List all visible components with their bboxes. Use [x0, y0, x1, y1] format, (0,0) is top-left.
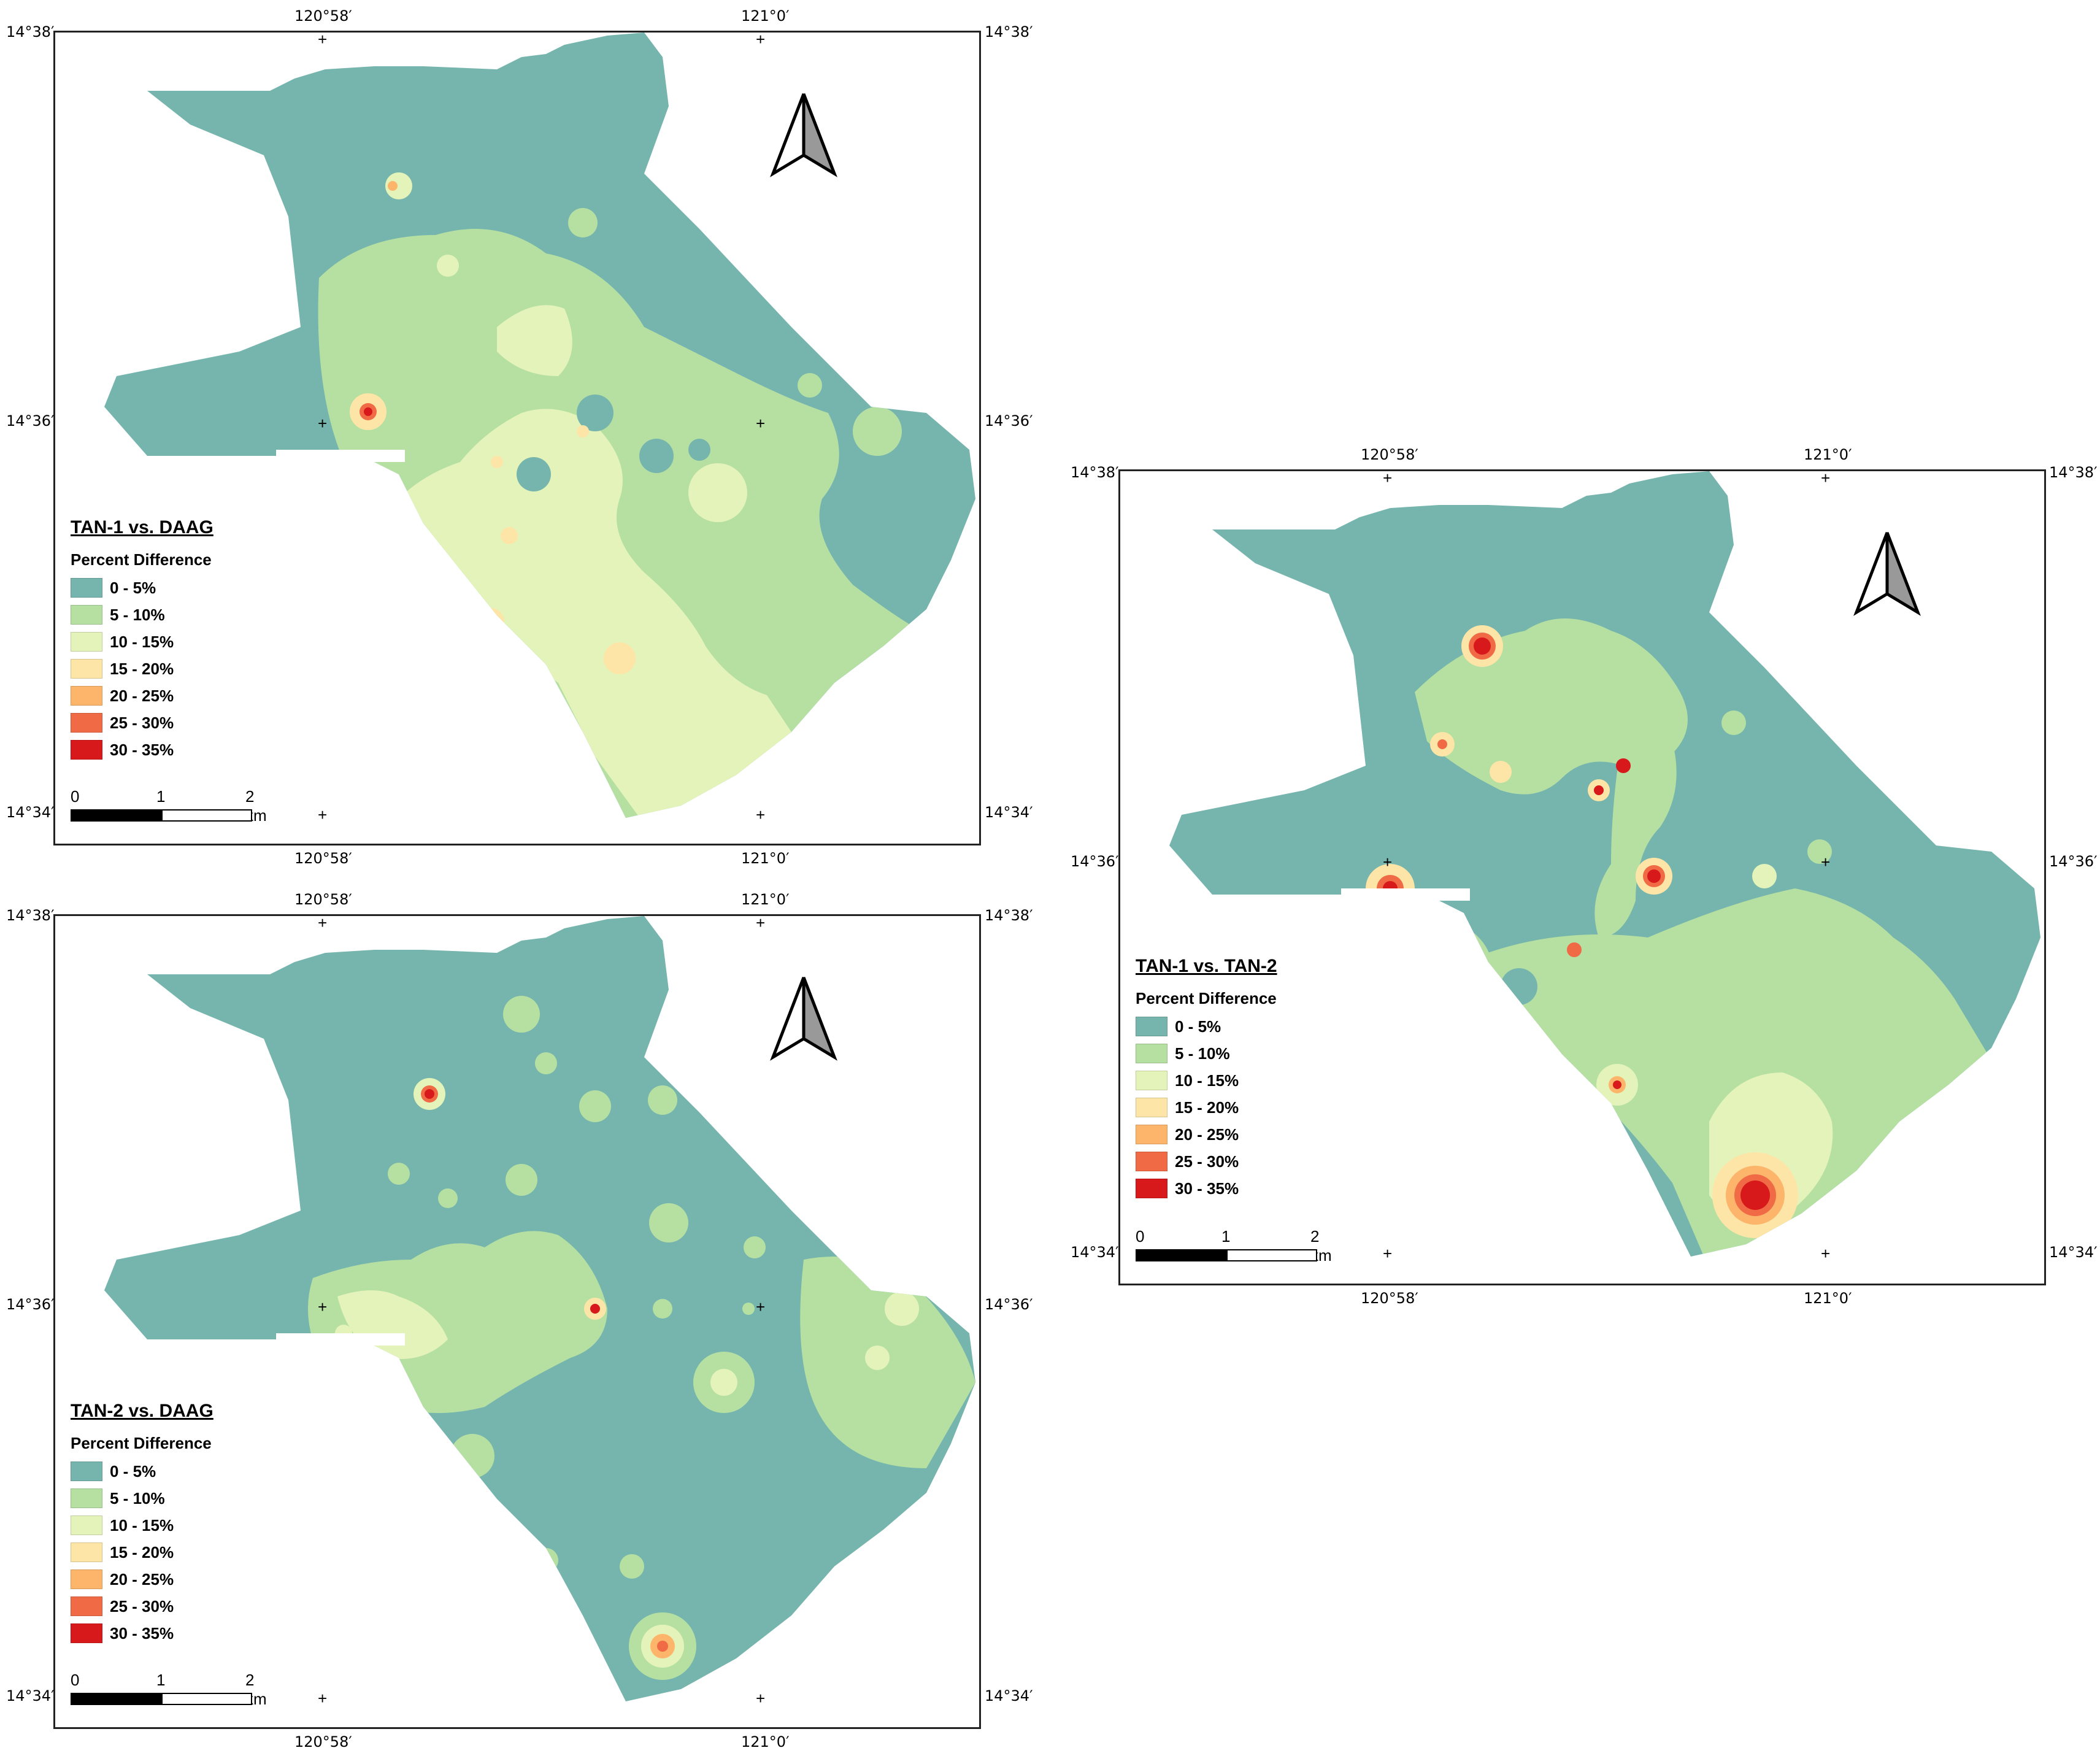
north-arrow-icon: [770, 977, 837, 1061]
legend: TAN-1 vs. TAN-2 Percent Difference 0 - 5…: [1136, 956, 1277, 1202]
legend-item: 20 - 25%: [71, 682, 213, 709]
tick-bottom-1: 120°58′: [294, 1733, 352, 1750]
panel-title: TAN-1 vs. DAAG: [71, 517, 213, 537]
legend-item: 0 - 5%: [71, 574, 213, 601]
legend-item: 15 - 20%: [71, 655, 213, 682]
tick-bottom-2: 121°0′: [1804, 1290, 1852, 1307]
tick-left-2: 14°36′: [1071, 853, 1119, 870]
panel-title: TAN-2 vs. DAAG: [71, 1401, 213, 1421]
tick-top-1: 120°58′: [294, 7, 352, 25]
tick-right-1: 14°38′: [985, 23, 1033, 40]
tick-left-3: 14°34′: [6, 1687, 55, 1704]
legend-item: 5 - 10%: [71, 1485, 213, 1512]
tick-left-1: 14°38′: [1071, 464, 1119, 481]
tick-right-3: 14°34′: [985, 1687, 1033, 1704]
legend-item: 30 - 35%: [71, 736, 213, 763]
legend-subtitle: Percent Difference: [1136, 989, 1277, 1007]
legend-item: 5 - 10%: [71, 601, 213, 628]
tick-top-2: 121°0′: [741, 7, 790, 25]
map-canvas: [1169, 471, 2040, 1257]
legend-item: 0 - 5%: [1136, 1013, 1277, 1040]
tick-right-2: 14°36′: [985, 412, 1033, 429]
tick-right-1: 14°38′: [2049, 464, 2098, 481]
tick-top-1: 120°58′: [294, 891, 352, 908]
tick-right-3: 14°34′: [2049, 1244, 2098, 1261]
tick-left-2: 14°36′: [6, 1296, 55, 1313]
tick-right-3: 14°34′: [985, 804, 1033, 821]
legend-item: 25 - 30%: [1136, 1148, 1277, 1175]
legend-subtitle: Percent Difference: [71, 550, 212, 569]
tick-bottom-1: 120°58′: [1361, 1290, 1418, 1307]
tick-left-1: 14°38′: [6, 907, 55, 924]
legend-item: 10 - 15%: [1136, 1067, 1277, 1094]
map-panel-tan1-daag: + + + + + + TAN-1 vs. DAAG Percent Diffe…: [53, 31, 981, 845]
map-canvas: [104, 916, 975, 1701]
legend: TAN-1 vs. DAAG Percent Difference 0 - 5%…: [71, 517, 213, 763]
tick-top-2: 121°0′: [1804, 446, 1852, 463]
legend-item: 10 - 15%: [71, 1512, 213, 1539]
legend-item: 15 - 20%: [1136, 1094, 1277, 1121]
tick-bottom-2: 121°0′: [741, 1733, 790, 1750]
tick-right-2: 14°36′: [985, 1296, 1033, 1313]
legend-item: 25 - 30%: [71, 1593, 213, 1620]
tick-left-3: 14°34′: [6, 804, 55, 821]
tick-top-2: 121°0′: [741, 891, 790, 908]
map-panel-tan1-tan2: + + + + + + TAN-1 vs. TAN-2 Percent Diff…: [1118, 469, 2046, 1285]
tick-left-1: 14°38′: [6, 23, 55, 40]
legend-item: 30 - 35%: [1136, 1175, 1277, 1202]
map-canvas: [104, 33, 975, 818]
map-panel-tan2-daag: + + + + + + TAN-2 vs. DAAG Percent Diffe…: [53, 914, 981, 1729]
legend-subtitle: Percent Difference: [71, 1434, 212, 1452]
north-arrow-icon: [1853, 532, 1921, 616]
legend: TAN-2 vs. DAAG Percent Difference 0 - 5%…: [71, 1401, 213, 1647]
legend-item: 15 - 20%: [71, 1539, 213, 1566]
tick-left-3: 14°34′: [1071, 1244, 1119, 1261]
north-arrow-icon: [770, 93, 837, 177]
tick-right-1: 14°38′: [985, 907, 1033, 924]
legend-item: 20 - 25%: [1136, 1121, 1277, 1148]
scale-bar: 0 1 2 km: [1136, 1227, 1332, 1265]
legend-item: 20 - 25%: [71, 1566, 213, 1593]
tick-bottom-2: 121°0′: [741, 850, 790, 867]
legend-item: 30 - 35%: [71, 1620, 213, 1647]
legend-item: 5 - 10%: [1136, 1040, 1277, 1067]
tick-bottom-1: 120°58′: [294, 850, 352, 867]
legend-item: 10 - 15%: [71, 628, 213, 655]
scale-bar: 0 1 2 km: [71, 787, 267, 825]
panel-title: TAN-1 vs. TAN-2: [1136, 956, 1277, 976]
tick-left-2: 14°36′: [6, 412, 55, 429]
scale-bar: 0 1 2 km: [71, 1671, 267, 1708]
legend-item: 25 - 30%: [71, 709, 213, 736]
legend-item: 0 - 5%: [71, 1458, 213, 1485]
tick-top-1: 120°58′: [1361, 446, 1418, 463]
tick-right-2: 14°36′: [2049, 853, 2098, 870]
